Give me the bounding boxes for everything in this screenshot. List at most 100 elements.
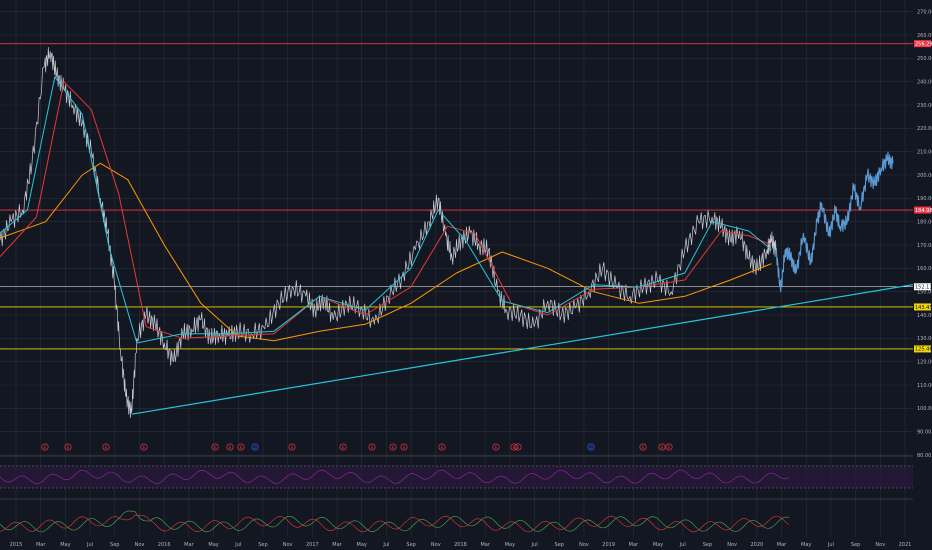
event-marker[interactable]: E	[64, 443, 72, 451]
event-marker[interactable]: E	[211, 443, 219, 451]
time-tick-label: Mar	[629, 542, 639, 548]
event-marker-circle[interactable]	[339, 443, 347, 451]
event-marker[interactable]: E	[226, 443, 234, 451]
event-marker-circle[interactable]	[438, 443, 446, 451]
event-marker-circle[interactable]	[64, 443, 72, 451]
time-tick-label: Mar	[332, 542, 342, 548]
event-marker-label: E	[342, 445, 345, 450]
event-marker[interactable]: E	[639, 443, 647, 451]
time-axis[interactable]: 2015 Mar May Jul Sep Nov 2016 Mar May Jul Sep Nov 20…	[10, 542, 912, 548]
event-marker-circle[interactable]	[639, 443, 647, 451]
price-tick-label: 200.00	[917, 173, 932, 179]
time-tick-label: Sep	[851, 542, 860, 548]
event-marker[interactable]: E	[288, 443, 296, 451]
event-marker[interactable]: E	[368, 443, 376, 451]
level-tag-box	[914, 40, 931, 48]
event-marker[interactable]: E	[339, 443, 347, 451]
event-marker-circle[interactable]	[389, 443, 397, 451]
time-tick-label: May	[357, 542, 367, 548]
event-marker-circle[interactable]	[41, 443, 49, 451]
event-marker-circle[interactable]	[226, 443, 234, 451]
event-marker-label: E	[371, 445, 374, 450]
price-tick-label: 110.00	[917, 383, 932, 389]
event-marker-label: E	[661, 445, 664, 450]
time-tick-label: 2018	[454, 542, 467, 548]
price-axis[interactable]: 270.00 260.00 250.00 240.00 230.00 220.00 210.…	[917, 9, 932, 458]
time-tick-label: Sep	[703, 542, 712, 548]
event-marker-circle[interactable]	[587, 443, 595, 451]
price-tick-label: 260.00	[917, 33, 932, 39]
event-marker-circle[interactable]	[510, 443, 518, 451]
time-tick-label: May	[505, 542, 515, 548]
event-marker-circle[interactable]	[288, 443, 296, 451]
time-tick-label: Jul	[827, 542, 834, 548]
price-tick-label: 210.00	[917, 149, 932, 155]
time-tick-label: Sep	[258, 542, 267, 548]
event-marker[interactable]: E	[102, 443, 110, 451]
level-tag: 184.98	[914, 206, 932, 214]
price-tick-label: 220.00	[917, 126, 932, 132]
horizontal-levels[interactable]	[0, 43, 913, 350]
event-marker-label: D	[253, 445, 256, 450]
event-marker-circle[interactable]	[140, 443, 148, 451]
event-marker-label: E	[143, 445, 146, 450]
event-marker[interactable]: E	[140, 443, 148, 451]
event-marker-label: E	[517, 445, 520, 450]
time-tick-label: May	[60, 542, 70, 548]
level-tag: 256.29	[914, 40, 932, 47]
event-marker-label: D	[589, 445, 592, 450]
time-tick-label: 2019	[602, 542, 615, 548]
time-tick-label: Sep	[406, 542, 415, 548]
time-tick-label: Sep	[555, 542, 564, 548]
event-marker-label: E	[392, 445, 395, 450]
event-marker[interactable]: D	[587, 443, 595, 451]
event-marker-circle[interactable]	[368, 443, 376, 451]
projection-line	[775, 151, 894, 293]
event-marker[interactable]: E	[514, 443, 522, 451]
time-tick-label: May	[653, 542, 663, 548]
trendline[interactable]	[131, 284, 914, 415]
event-marker-circle[interactable]	[658, 443, 666, 451]
price-tick-label: 130.00	[917, 336, 932, 342]
time-tick-label: 2017	[306, 542, 319, 548]
level-tag-box	[914, 303, 931, 311]
event-marker-label: E	[495, 445, 498, 450]
event-marker-label: E	[642, 445, 645, 450]
event-marker[interactable]: E	[400, 443, 408, 451]
event-marker-circle[interactable]	[665, 443, 673, 451]
time-tick-label: 2021	[899, 542, 912, 548]
event-marker-circle[interactable]	[211, 443, 219, 451]
time-tick-label: May	[801, 542, 811, 548]
event-marker[interactable]: E	[492, 443, 500, 451]
price-tick-label: 80.00	[917, 453, 931, 459]
price-tick-label: 90.00	[917, 429, 931, 435]
trendline-layer[interactable]	[131, 284, 914, 415]
event-marker-circle[interactable]	[251, 443, 259, 451]
event-marker[interactable]: D	[251, 443, 259, 451]
event-marker-circle[interactable]	[514, 443, 522, 451]
time-tick-label: Mar	[777, 542, 787, 548]
event-marker-circle[interactable]	[237, 443, 245, 451]
event-marker[interactable]: E	[237, 443, 245, 451]
event-marker-circle[interactable]	[102, 443, 110, 451]
event-marker-circle[interactable]	[492, 443, 500, 451]
price-tick-label: 230.00	[917, 103, 932, 109]
event-marker-label: E	[214, 445, 217, 450]
event-marker[interactable]: E	[438, 443, 446, 451]
time-tick-label: May	[208, 542, 218, 548]
level-tag-label: 152.11	[915, 285, 932, 291]
event-marker[interactable]: E	[658, 443, 666, 451]
time-tick-label: Nov	[431, 542, 441, 548]
event-marker[interactable]: E	[665, 443, 673, 451]
grid	[0, 0, 932, 537]
rsi-panel: 80.0040.00	[0, 454, 931, 489]
event-marker[interactable]: E	[510, 443, 518, 451]
event-marker[interactable]: E	[389, 443, 397, 451]
level-tag-label: 125.46	[915, 347, 932, 353]
event-marker[interactable]: E	[41, 443, 49, 451]
price-tick-label: 150.00	[917, 289, 932, 295]
time-tick-label: 2015	[10, 542, 23, 548]
level-tag-label: 143.45	[915, 305, 932, 311]
event-marker-circle[interactable]	[400, 443, 408, 451]
